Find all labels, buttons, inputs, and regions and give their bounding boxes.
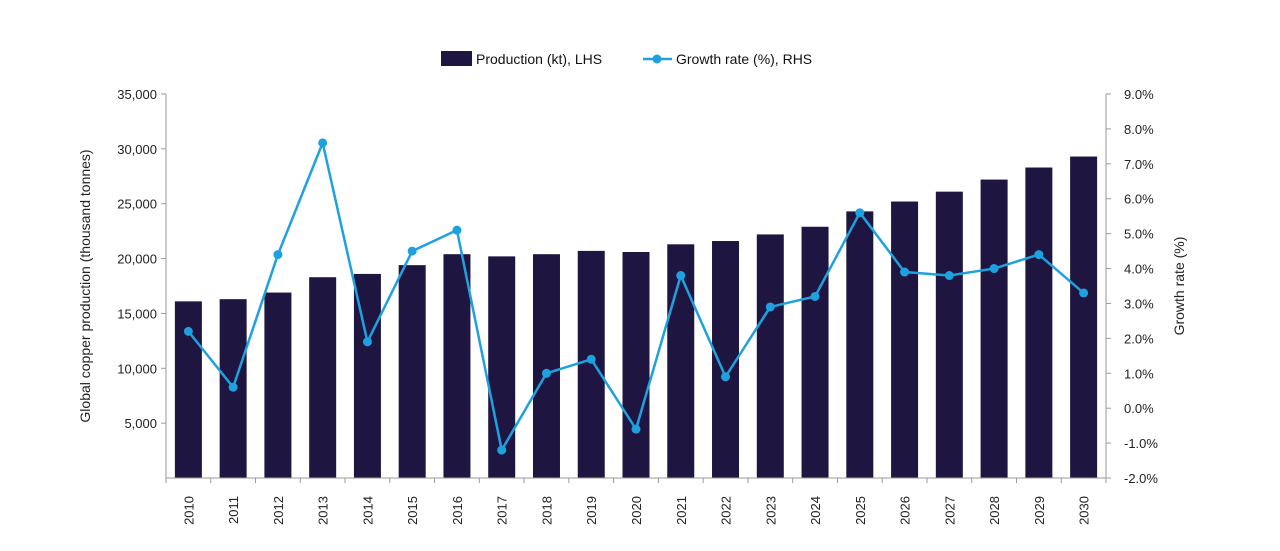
growth-point-2027 xyxy=(944,271,954,281)
right-tick-label: 2.0% xyxy=(1124,331,1154,346)
legend-label-growth: Growth rate (%), RHS xyxy=(676,51,812,67)
bar-2028 xyxy=(980,179,1008,478)
bar-2022 xyxy=(712,241,740,478)
bar-2030 xyxy=(1070,156,1098,479)
x-tick-label: 2029 xyxy=(1032,496,1047,525)
x-tick-label: 2017 xyxy=(495,496,510,525)
right-tick-label: 9.0% xyxy=(1124,87,1154,102)
left-tick-label: 35,000 xyxy=(117,87,157,102)
right-tick-label: 1.0% xyxy=(1124,366,1154,381)
growth-point-2022 xyxy=(721,372,731,382)
bar-2026 xyxy=(891,201,919,478)
growth-point-2025 xyxy=(855,208,865,218)
growth-point-2020 xyxy=(631,424,641,434)
bar-2017 xyxy=(488,256,516,478)
left-tick-label: 25,000 xyxy=(117,197,157,212)
right-y-axis: -2.0% -1.0% 0.0% 1.0% 2.0% 3.0% 4.0% 5.0% 6.0% 7.… xyxy=(1105,87,1158,486)
growth-point-2026 xyxy=(900,267,910,277)
right-tick-label: 6.0% xyxy=(1124,192,1154,207)
x-tick-label: 2010 xyxy=(181,496,196,525)
legend: Production (kt), LHS Growth rate (%), RHS xyxy=(441,51,812,67)
growth-point-2015 xyxy=(407,246,417,256)
growth-point-2024 xyxy=(810,291,820,301)
bar-series xyxy=(174,156,1098,479)
growth-point-2019 xyxy=(586,354,596,364)
bar-2020 xyxy=(622,251,650,478)
growth-point-2018 xyxy=(541,368,551,378)
x-tick-label: 2021 xyxy=(674,496,689,525)
left-tick-label: 30,000 xyxy=(117,142,157,157)
right-tick-label: -1.0% xyxy=(1124,436,1158,451)
right-axis-title: Growth rate (%) xyxy=(1171,237,1187,336)
x-tick-label: 2015 xyxy=(405,496,420,525)
growth-point-2012 xyxy=(273,250,283,260)
right-tick-label: 7.0% xyxy=(1124,157,1154,172)
growth-point-2016 xyxy=(452,225,462,235)
right-tick-label: 0.0% xyxy=(1124,401,1154,416)
growth-point-2011 xyxy=(228,382,238,392)
x-tick-label: 2020 xyxy=(629,496,644,525)
x-axis: 2010 2011 2012 2013 2014 2015 2016 2017 2018 2019… xyxy=(165,477,1107,525)
x-tick-label: 2028 xyxy=(987,496,1002,525)
bar-2019 xyxy=(577,250,605,478)
growth-point-2014 xyxy=(362,337,372,347)
line-series xyxy=(183,138,1089,455)
x-tick-label: 2018 xyxy=(539,496,554,525)
x-tick-label: 2014 xyxy=(360,496,375,525)
x-tick-label: 2013 xyxy=(316,496,331,525)
left-tick-label: 20,000 xyxy=(117,252,157,267)
bar-2021 xyxy=(667,244,695,478)
left-axis-title: Global copper production (thousand tonne… xyxy=(77,149,93,422)
left-tick-label: 10,000 xyxy=(117,361,157,376)
x-tick-label: 2030 xyxy=(1077,496,1092,525)
growth-point-2030 xyxy=(1079,288,1089,298)
right-tick-label: 5.0% xyxy=(1124,227,1154,242)
growth-point-2021 xyxy=(676,271,686,281)
growth-point-2017 xyxy=(497,445,507,455)
bar-2014 xyxy=(353,273,381,478)
bar-2016 xyxy=(443,254,471,478)
left-y-axis: 5,000 10,000 15,000 20,000 25,000 30,000 35,00… xyxy=(117,87,167,478)
x-tick-label: 2024 xyxy=(808,496,823,525)
right-tick-label: 3.0% xyxy=(1124,296,1154,311)
growth-point-2013 xyxy=(318,138,328,148)
x-tick-label: 2011 xyxy=(226,496,241,524)
x-tick-label: 2025 xyxy=(853,496,868,525)
bar-2013 xyxy=(309,277,337,478)
x-tick-label: 2027 xyxy=(942,496,957,525)
x-tick-label: 2019 xyxy=(584,496,599,525)
x-tick-label: 2022 xyxy=(719,496,734,525)
bar-2015 xyxy=(398,265,426,478)
bar-2027 xyxy=(935,191,963,478)
bar-2012 xyxy=(264,292,292,478)
left-tick-label: 15,000 xyxy=(117,306,157,321)
x-tick-label: 2026 xyxy=(898,496,913,525)
legend-label-production: Production (kt), LHS xyxy=(476,51,602,67)
right-tick-label: 8.0% xyxy=(1124,122,1154,137)
x-tick-label: 2023 xyxy=(763,496,778,525)
right-tick-label: 4.0% xyxy=(1124,262,1154,277)
bar-2025 xyxy=(846,211,874,478)
growth-point-2029 xyxy=(1034,250,1044,260)
growth-point-2023 xyxy=(765,302,775,312)
bar-2029 xyxy=(1025,167,1053,478)
growth-point-2010 xyxy=(183,326,193,336)
bar-2023 xyxy=(756,234,784,478)
growth-point-2028 xyxy=(989,264,999,274)
legend-marker xyxy=(652,54,662,64)
right-tick-label: -2.0% xyxy=(1124,471,1158,486)
x-tick-label: 2016 xyxy=(450,496,465,525)
bar-2018 xyxy=(532,254,560,478)
bar-2024 xyxy=(801,226,829,478)
legend-bar-swatch xyxy=(441,51,472,66)
x-tick-label: 2012 xyxy=(271,496,286,525)
left-tick-label: 5,000 xyxy=(124,416,157,431)
